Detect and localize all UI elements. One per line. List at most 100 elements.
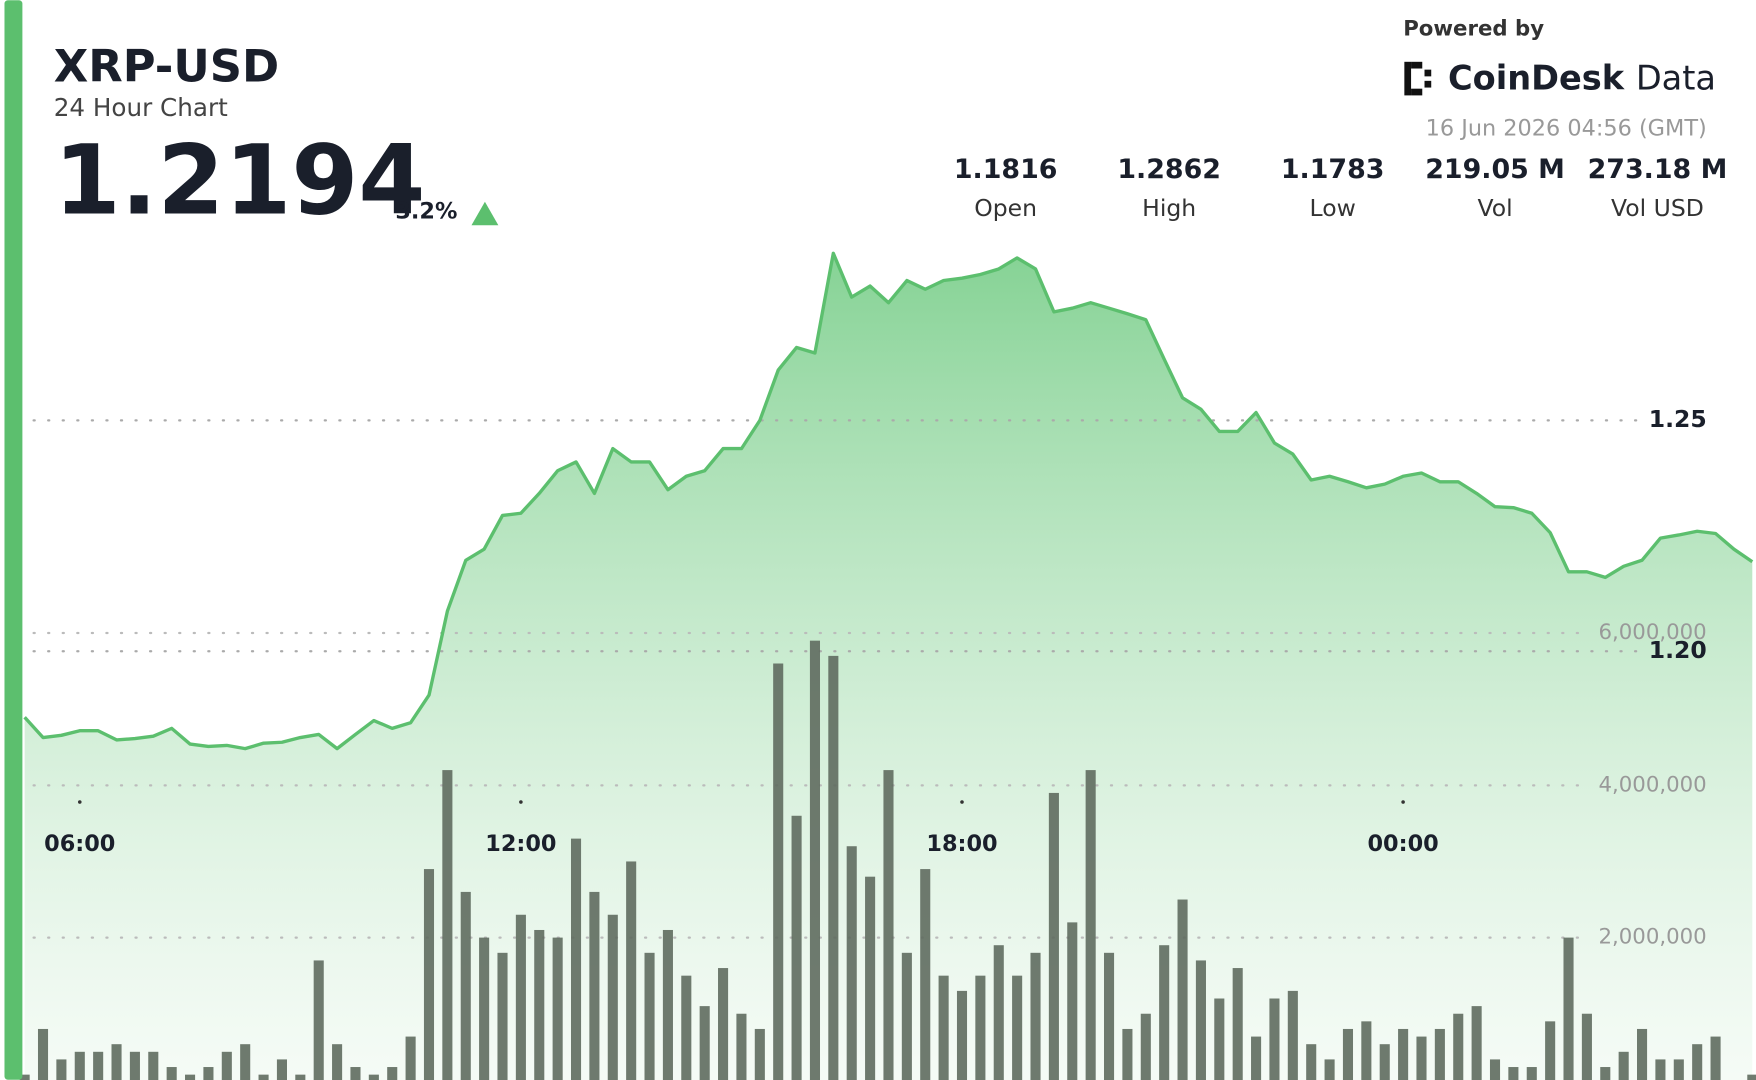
volume-bar <box>276 1059 287 1080</box>
volume-bar <box>626 861 637 1080</box>
volume-bar <box>570 838 582 1080</box>
volume-bar <box>479 937 490 1080</box>
volume-bar <box>240 1044 251 1080</box>
volume-bar <box>1545 1021 1556 1080</box>
volume-bar <box>607 914 618 1080</box>
x-tick-label: 12:00 <box>485 831 556 857</box>
volume-bar <box>74 1051 85 1080</box>
volume-tick-label: 2,000,000 <box>1598 925 1706 950</box>
volume-bar <box>754 1028 765 1080</box>
volume-bar <box>185 1074 196 1080</box>
volume-bar <box>1085 770 1096 1080</box>
stat-value: 1.1816 <box>954 154 1058 185</box>
volume-bar <box>1251 1036 1262 1080</box>
volume-bar <box>883 770 894 1080</box>
stat-label: Open <box>974 194 1037 222</box>
x-tick-dot <box>77 800 82 804</box>
volume-bar <box>295 1074 306 1080</box>
volume-bar <box>148 1051 159 1080</box>
volume-bar <box>56 1059 67 1080</box>
volume-bar <box>1655 1059 1666 1080</box>
volume-tick-label: 4,000,000 <box>1598 772 1706 797</box>
volume-bar <box>1673 1059 1684 1080</box>
volume-bar <box>920 869 931 1080</box>
stat-label: Vol <box>1477 194 1512 222</box>
volume-bar <box>19 1074 30 1080</box>
volume-bar <box>865 876 876 1080</box>
volume-bar <box>1232 968 1243 1080</box>
volume-tick-label: 6,000,000 <box>1598 620 1706 645</box>
volume-bar <box>1416 1036 1427 1080</box>
volume-bar <box>1508 1067 1519 1080</box>
volume-bar <box>1710 1036 1721 1080</box>
stat-value: 219.05 M <box>1425 154 1565 185</box>
volume-bar <box>901 952 912 1080</box>
stat-label: High <box>1142 194 1196 222</box>
stat-label: Vol USD <box>1611 194 1704 222</box>
volume-bar <box>1747 1074 1756 1080</box>
x-tick-dot <box>1401 800 1405 804</box>
volume-bar <box>1048 792 1059 1080</box>
volume-bar <box>1434 1028 1445 1080</box>
volume-bar <box>203 1067 214 1080</box>
volume-bar <box>1379 1044 1390 1080</box>
volume-bar <box>1067 922 1078 1080</box>
stat-value: 273.18 M <box>1588 154 1728 185</box>
volume-bar <box>258 1074 269 1080</box>
price-tick-label: 1.20 <box>1649 636 1707 664</box>
volume-bar <box>460 891 471 1080</box>
volume-bar <box>718 968 729 1080</box>
volume-bar <box>1159 945 1170 1080</box>
x-tick-label: 06:00 <box>44 831 115 857</box>
brand-logo <box>1404 61 1432 96</box>
price-tick-label: 1.25 <box>1649 405 1707 433</box>
volume-bar <box>1692 1044 1703 1080</box>
volume-bar <box>387 1067 398 1080</box>
volume-bar <box>846 846 857 1080</box>
volume-bar <box>938 975 949 1080</box>
stats: 1.1816 Open 1.2862 High 1.1783 Low 219.05 M Vol… <box>954 154 1727 222</box>
volume-bar <box>166 1067 177 1080</box>
volume-bar <box>736 1013 747 1080</box>
volume-bar <box>1342 1028 1354 1080</box>
brand-name: CoinDesk Data <box>1448 58 1716 97</box>
volume-bar <box>423 869 435 1080</box>
x-tick-label: 00:00 <box>1367 831 1438 857</box>
price-line <box>23 251 1754 751</box>
subtitle: 24 Hour Chart <box>54 93 228 122</box>
up-arrow <box>471 201 499 226</box>
volume-bar <box>1398 1028 1409 1080</box>
volume-bar <box>405 1036 416 1080</box>
volume-bar <box>1453 1013 1464 1080</box>
volume-bar <box>773 663 784 1080</box>
stat-value: 1.2862 <box>1117 154 1221 185</box>
volume-bar <box>1324 1059 1335 1080</box>
volume-bar <box>221 1051 232 1080</box>
volume-bar <box>1103 952 1115 1080</box>
x-tick-dot <box>519 800 523 804</box>
volume-bar <box>791 815 802 1080</box>
volume-bar <box>1581 1013 1592 1080</box>
timestamp: 16 Jun 2026 04:56 (GMT) <box>1426 115 1707 141</box>
volume-bar <box>442 770 453 1080</box>
volume-bar <box>589 891 600 1080</box>
volume-bar <box>1140 1013 1151 1080</box>
volume-bar <box>332 1044 343 1080</box>
volume-bar <box>1030 952 1041 1080</box>
brand-name-main: CoinDesk <box>1448 58 1625 97</box>
volume-bar <box>1177 899 1188 1080</box>
volume-bar <box>1361 1021 1372 1080</box>
brand-name-suffix: Data <box>1636 58 1716 97</box>
volume-bar <box>1618 1051 1629 1080</box>
volume-bar <box>1195 960 1206 1080</box>
volume-bar <box>993 945 1004 1080</box>
volume-bar <box>1269 998 1280 1080</box>
volume-bar <box>515 914 526 1080</box>
volume-bar <box>1637 1028 1648 1080</box>
x-tick-label: 18:00 <box>926 831 997 857</box>
accent-bar <box>4 0 23 1080</box>
volume-bar <box>93 1051 104 1080</box>
volume-bar <box>1526 1067 1537 1080</box>
